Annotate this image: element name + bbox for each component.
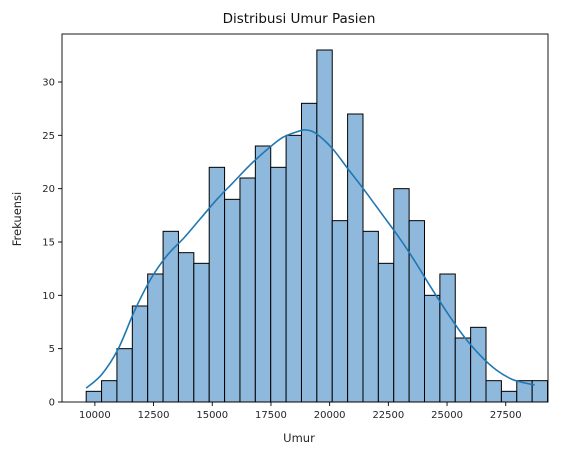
histogram-bar [239,177,256,403]
x-tick-label: 17500 [255,410,287,421]
x-tick-label: 12500 [138,410,170,421]
histogram-bar [377,262,395,403]
histogram-bar [362,230,379,403]
y-tick-label: 10 [42,291,55,302]
histogram-bar [347,113,364,403]
histogram-bar [300,102,318,403]
histogram-bar [470,326,487,403]
x-tick-label: 27500 [490,410,522,421]
histogram-bar [193,262,210,403]
histogram-bar [393,188,410,403]
x-tick-label: 25000 [431,410,463,421]
y-tick-label: 5 [49,344,55,355]
histogram-bar [485,380,502,403]
histogram-bar [500,390,518,403]
chart-title: Distribusi Umur Pasien [223,11,376,27]
histogram-bar [85,390,103,403]
y-tick-label: 30 [42,78,55,89]
histogram-bar [331,220,349,403]
histogram-bar [439,273,456,403]
y-tick-label: 20 [42,184,55,195]
x-tick-label: 10000 [79,410,111,421]
plot-frame [61,33,549,403]
histogram-bar [408,220,426,403]
histogram-bar [101,380,118,403]
histogram-bar [316,49,333,403]
y-axis-ticks: 0 5 10 15 20 25 30 [42,78,62,409]
histogram-bar [424,294,441,403]
histogram-bar [177,252,195,403]
bars [85,49,549,403]
histogram-bar [147,273,164,403]
histogram-bar [131,305,149,403]
histogram-bar [254,145,272,403]
histogram-bar [224,198,241,403]
y-tick-label: 25 [42,131,55,142]
x-tick-label: 20000 [314,410,346,421]
y-tick-label: 15 [42,238,55,249]
x-axis-label: Umur [283,431,315,445]
x-tick-label: 15000 [196,410,228,421]
histogram-bar [531,380,549,403]
y-tick-label: 0 [49,398,55,409]
histogram-bar [208,166,226,403]
y-axis-label: Frekuensi [10,192,24,246]
histogram-bar [454,337,472,403]
histogram-bar [270,166,287,403]
x-axis-ticks: 10000 12500 15000 17500 20000 22500 25000 27500 [79,402,522,421]
kde-curve [85,129,535,389]
x-tick-label: 22500 [372,410,404,421]
histogram-bar [116,348,133,403]
histogram-bar [285,134,302,403]
